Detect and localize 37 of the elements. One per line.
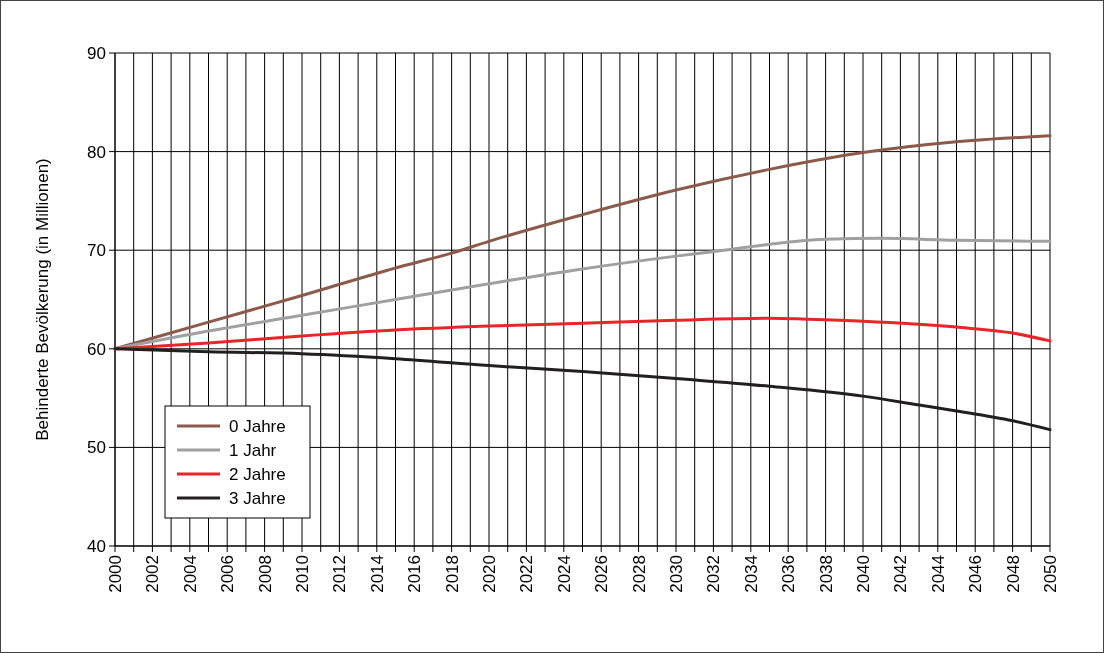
x-tick-label: 2002 bbox=[143, 555, 163, 593]
x-tick-label: 2038 bbox=[816, 555, 836, 593]
x-tick-label: 2000 bbox=[105, 555, 125, 593]
y-tick-label: 70 bbox=[87, 241, 106, 261]
y-tick-label: 50 bbox=[87, 438, 106, 458]
x-tick-label: 2008 bbox=[255, 555, 275, 593]
legend-label: 2 Jahre bbox=[229, 464, 286, 484]
x-tick-label: 2028 bbox=[629, 555, 649, 593]
legend-label: 3 Jahre bbox=[229, 488, 286, 508]
x-tick-label: 2046 bbox=[966, 555, 986, 593]
x-tick-label: 2034 bbox=[741, 555, 761, 593]
x-tick-label: 2050 bbox=[1040, 555, 1060, 593]
x-tick-label: 2024 bbox=[554, 555, 574, 593]
y-tick-label: 40 bbox=[87, 536, 106, 556]
x-tick-label: 2026 bbox=[592, 555, 612, 593]
y-tick-label: 60 bbox=[87, 339, 106, 359]
y-tick-label: 90 bbox=[87, 43, 106, 63]
y-tick-label: 80 bbox=[87, 142, 106, 162]
x-tick-label: 2016 bbox=[405, 555, 425, 593]
legend-label: 1 Jahr bbox=[229, 440, 277, 460]
y-axis-title: Behinderte Bevölkerung (in Millionen) bbox=[33, 158, 52, 441]
legend-label: 0 Jahre bbox=[229, 416, 286, 436]
x-tick-label: 2032 bbox=[704, 555, 724, 593]
x-tick-label: 2010 bbox=[292, 555, 312, 593]
x-tick-label: 2044 bbox=[928, 555, 948, 593]
x-tick-label: 2030 bbox=[666, 555, 686, 593]
x-tick-label: 2006 bbox=[218, 555, 238, 593]
x-tick-label: 2042 bbox=[891, 555, 911, 593]
x-tick-label: 2040 bbox=[853, 555, 873, 593]
x-tick-label: 2036 bbox=[779, 555, 799, 593]
x-tick-label: 2022 bbox=[517, 555, 537, 593]
x-tick-label: 2018 bbox=[442, 555, 462, 593]
x-tick-label: 2012 bbox=[330, 555, 350, 593]
x-tick-label: 2020 bbox=[479, 555, 499, 593]
x-tick-label: 2048 bbox=[1003, 555, 1023, 593]
x-tick-label: 2014 bbox=[367, 555, 387, 593]
x-tick-label: 2004 bbox=[180, 555, 200, 593]
